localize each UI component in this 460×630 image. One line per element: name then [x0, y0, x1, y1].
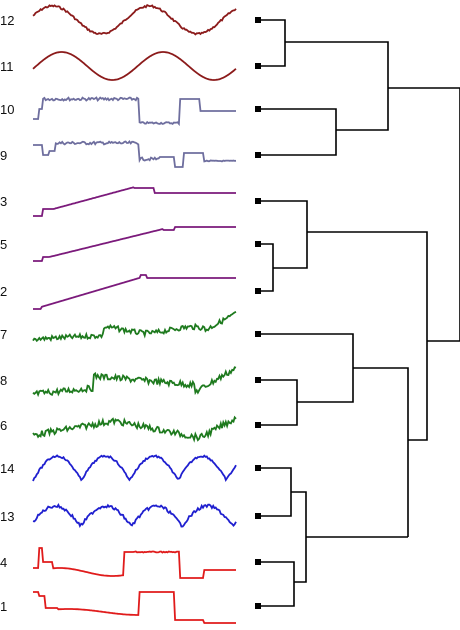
- row-label-7: 7: [0, 327, 7, 342]
- time-series-11: [32, 51, 237, 81]
- row-label-2: 2: [0, 284, 7, 299]
- dendrogram-branch: [258, 243, 274, 292]
- dendrogram-branch: [353, 367, 409, 537]
- row-label-4: 4: [0, 555, 7, 570]
- time-series-8: [32, 366, 237, 398]
- dendrogram: [255, 17, 460, 609]
- leaf-marker-5: [255, 241, 261, 247]
- row-label-3: 3: [0, 194, 7, 209]
- dendrogram-branch: [258, 333, 354, 403]
- time-series-4: [33, 547, 236, 579]
- row-label-13: 13: [0, 509, 14, 524]
- dendrogram-branch: [258, 467, 292, 517]
- dendrogram-branch: [427, 88, 460, 342]
- time-series-9: [33, 140, 237, 168]
- dendrogram-branch: [285, 41, 389, 131]
- time-series-3: [33, 186, 236, 217]
- series-layer: [32, 3, 237, 624]
- time-series-5: [33, 226, 236, 262]
- row-label-12: 12: [0, 13, 14, 28]
- row-label-11: 11: [0, 59, 14, 74]
- leaf-marker-2: [255, 288, 261, 294]
- leaf-marker-7: [255, 331, 261, 337]
- time-series-12: [32, 3, 237, 36]
- row-label-8: 8: [0, 373, 7, 388]
- leaf-marker-12: [255, 17, 261, 23]
- dendrogram-branch: [258, 200, 308, 269]
- leaf-marker-14: [255, 465, 261, 471]
- row-label-5: 5: [0, 237, 7, 252]
- leaf-marker-6: [255, 422, 261, 428]
- dendrogram-branch: [258, 379, 298, 426]
- leaf-marker-4: [255, 559, 261, 565]
- labels-layer: 12 11 10 9 3 5 2 7 8 6 14 13 4 1: [0, 13, 14, 614]
- leaf-marker-11: [255, 63, 261, 69]
- dendrogram-branch: [258, 561, 295, 607]
- leaf-marker-3: [255, 198, 261, 204]
- leaf-marker-8: [255, 377, 261, 383]
- leaf-marker-10: [255, 106, 261, 112]
- leaf-marker-9: [255, 152, 261, 158]
- leaf-marker-1: [255, 603, 261, 609]
- time-series-10: [33, 96, 236, 127]
- row-label-14: 14: [0, 461, 14, 476]
- time-series-1: [33, 591, 236, 624]
- leaf-marker-13: [255, 513, 261, 519]
- row-label-1: 1: [0, 599, 7, 614]
- row-label-10: 10: [0, 102, 14, 117]
- row-label-9: 9: [0, 148, 7, 163]
- time-series-7: [32, 310, 237, 343]
- time-series-13: [32, 502, 237, 528]
- time-series-14: [32, 454, 237, 483]
- time-series-2: [33, 274, 236, 310]
- dendrogram-branch: [307, 231, 428, 441]
- dendrogram-branch: [258, 108, 337, 156]
- time-series-6: [32, 415, 237, 443]
- row-label-6: 6: [0, 418, 7, 433]
- dendrogram-branch: [258, 19, 286, 67]
